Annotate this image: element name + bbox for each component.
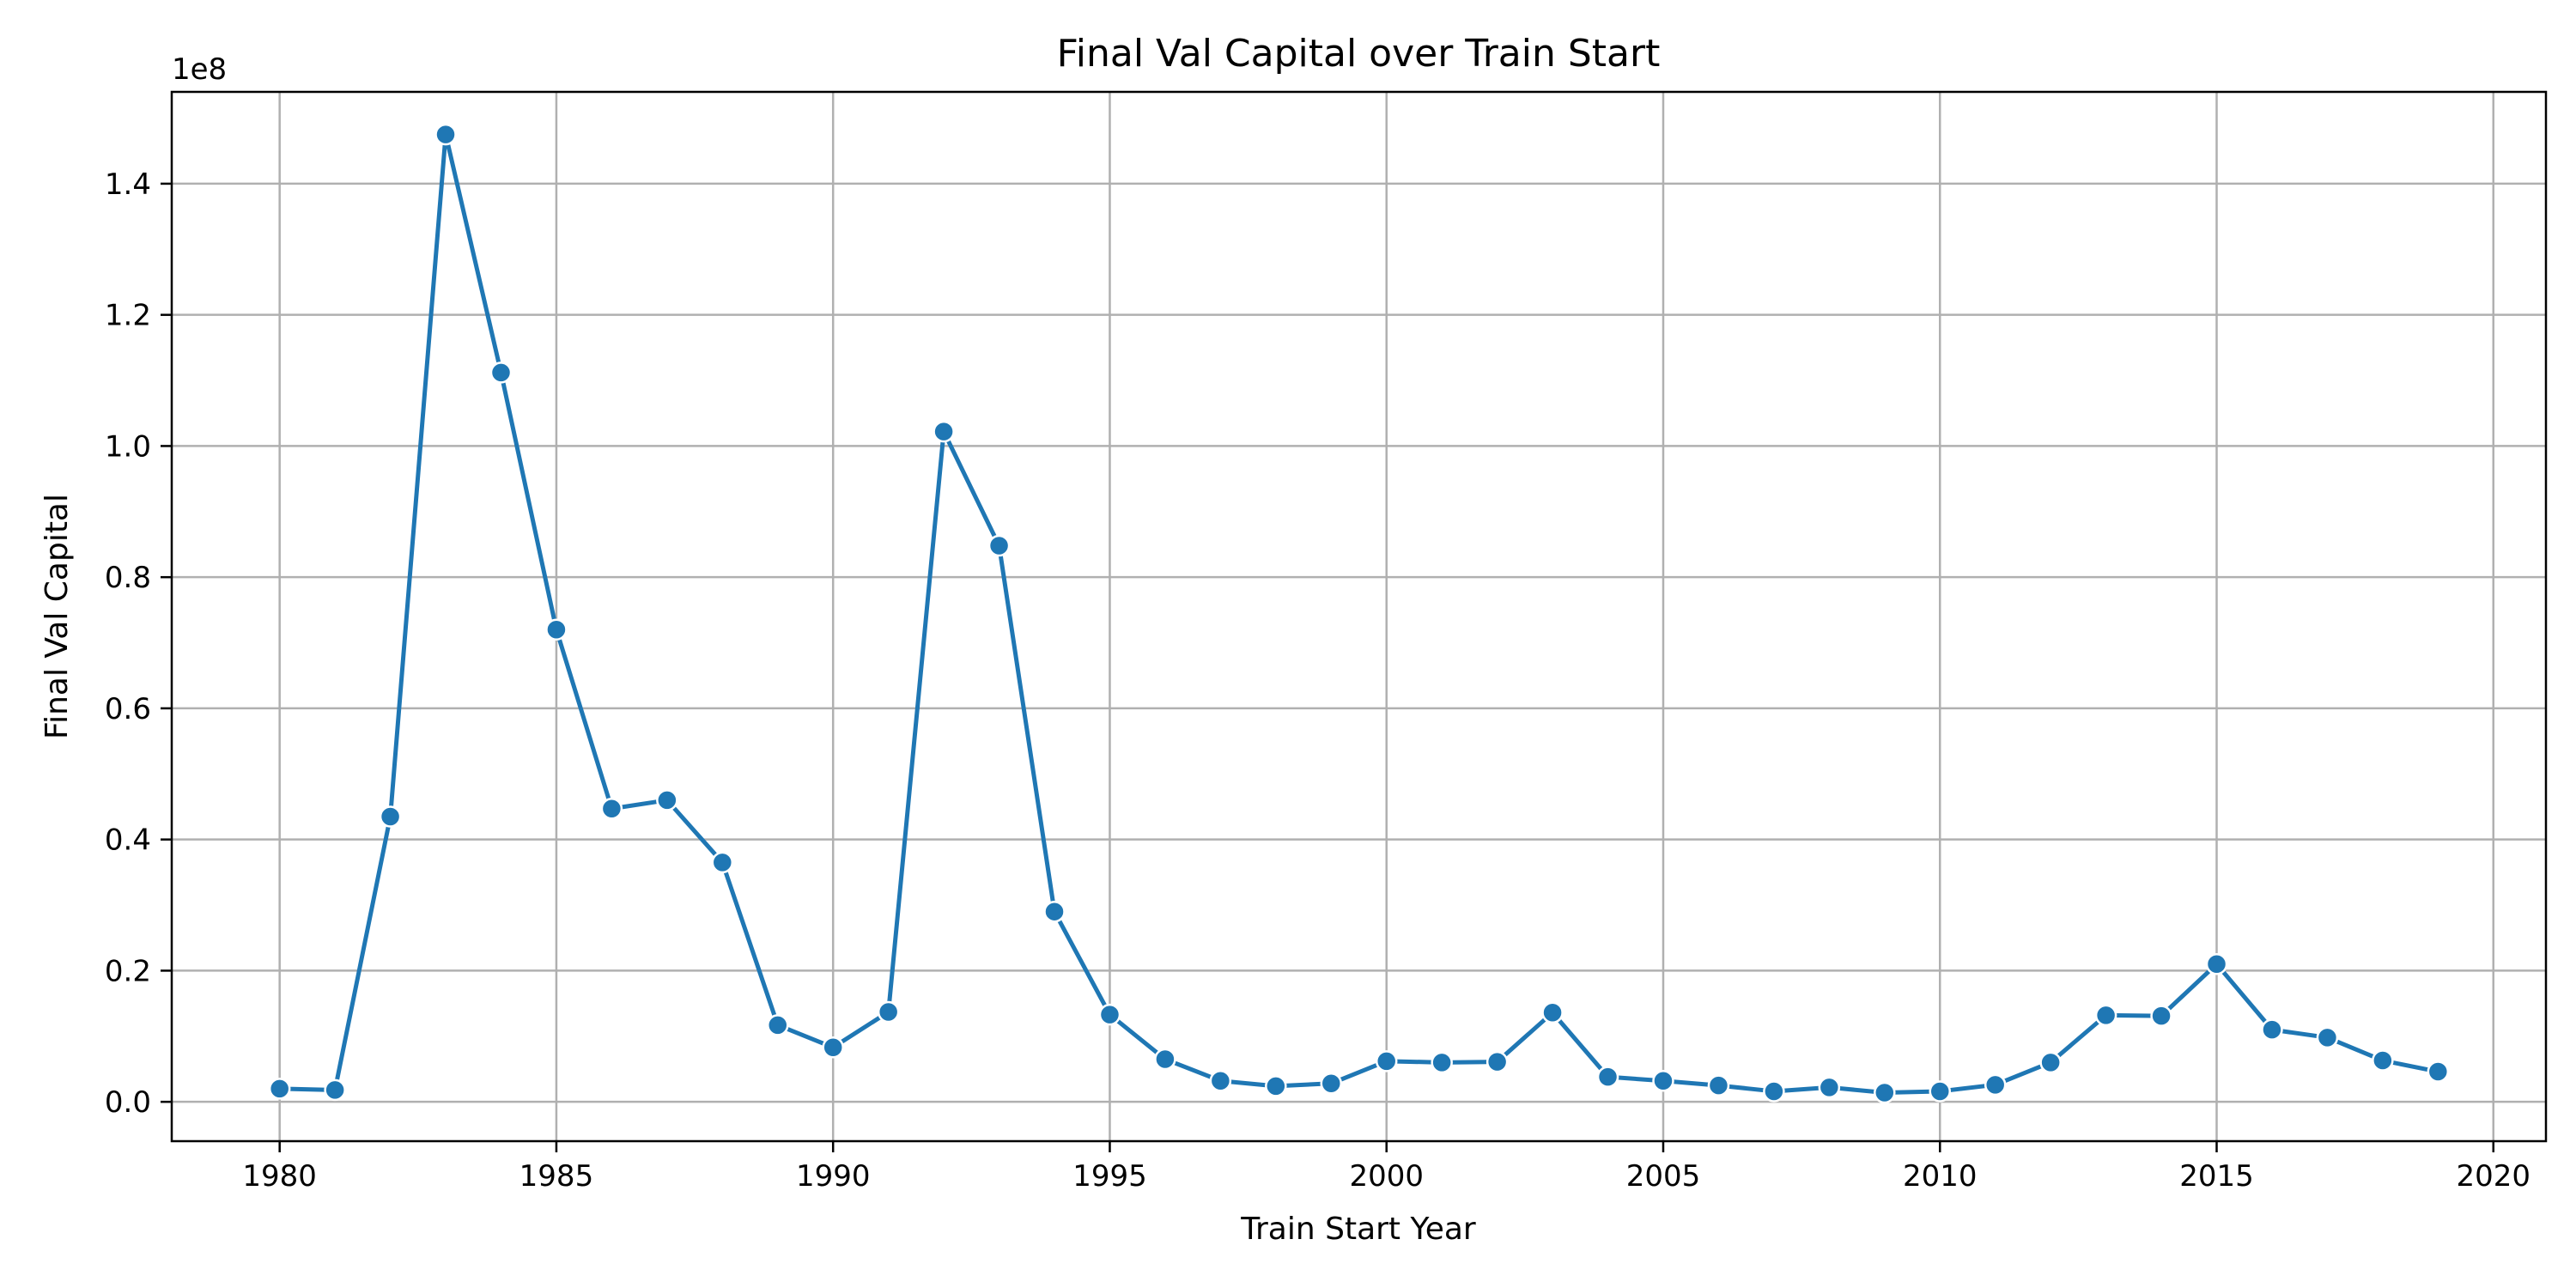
data-point: [1874, 1081, 1896, 1104]
series-line: [279, 132, 2439, 1095]
data-point: [987, 534, 1011, 557]
data-point: [2261, 1018, 2283, 1041]
x-tick-label: 1995: [1072, 1159, 1147, 1194]
data-point: [767, 1014, 789, 1036]
data-point: [268, 1078, 291, 1100]
data-point: [1929, 1080, 1951, 1103]
data-point: [1763, 1080, 1785, 1103]
y-tick-label: 0.4: [105, 823, 151, 858]
data-point: [1818, 1076, 1841, 1099]
data-point-layer: [268, 123, 2450, 1104]
plot-area-frame: [170, 90, 2548, 1143]
data-point: [489, 361, 513, 384]
data-point: [1098, 1003, 1121, 1026]
data-point: [2205, 953, 2228, 975]
x-axis-label: Train Start Year: [1240, 1212, 1476, 1247]
data-point: [1485, 1050, 1509, 1073]
data-point: [1652, 1069, 1674, 1092]
data-point: [2039, 1051, 2062, 1074]
data-point: [2372, 1049, 2394, 1072]
data-point: [1265, 1075, 1287, 1097]
data-point: [434, 123, 457, 146]
y-axis-ticks: 0.0 0.2 0.4 0.6 0.8 1.0 1.2 1.4: [105, 167, 172, 1120]
data-point: [1043, 900, 1066, 923]
data-point: [1320, 1072, 1343, 1095]
data-point: [324, 1078, 346, 1102]
data-point: [656, 789, 678, 811]
x-tick-label: 1990: [796, 1159, 871, 1194]
y-tick-label: 0.0: [105, 1085, 151, 1120]
data-point: [545, 618, 568, 641]
data-point: [822, 1036, 844, 1059]
data-point: [600, 798, 623, 820]
data-point: [877, 1000, 900, 1024]
x-tick-label: 2005: [1626, 1159, 1701, 1194]
data-point: [1596, 1066, 1619, 1088]
data-point: [379, 805, 402, 828]
x-axis-ticks: 1980 1985 1990 1995 2000 2005 2010 2015 2020: [242, 1141, 2530, 1194]
data-point: [1707, 1074, 1730, 1097]
y-tick-label: 1.0: [105, 429, 151, 464]
data-point: [2094, 1004, 2117, 1027]
data-point: [2427, 1060, 2450, 1083]
grid-lines: [172, 92, 2546, 1141]
chart-title: Final Val Capital over Train Start: [1057, 32, 1661, 76]
x-tick-label: 1980: [242, 1159, 317, 1194]
data-point: [1209, 1069, 1232, 1092]
y-tick-label: 1.2: [105, 299, 151, 333]
y-axis-label: Final Val Capital: [39, 494, 75, 739]
data-point: [1431, 1051, 1453, 1074]
y-tick-label: 0.6: [105, 692, 151, 726]
data-point: [1541, 1001, 1564, 1024]
x-tick-label: 2020: [2457, 1159, 2531, 1194]
x-tick-label: 2010: [1903, 1159, 1978, 1194]
x-tick-label: 2000: [1349, 1159, 1424, 1194]
y-tick-label: 0.8: [105, 561, 151, 595]
y-axis-offset-label: 1e8: [172, 52, 227, 87]
data-point: [2150, 1005, 2172, 1027]
series-line-layer: [279, 132, 2439, 1095]
data-point: [1984, 1073, 2007, 1097]
data-point: [933, 420, 955, 443]
x-tick-label: 2015: [2179, 1159, 2254, 1194]
data-point: [711, 851, 734, 874]
y-tick-label: 0.2: [105, 954, 151, 988]
data-point: [2316, 1026, 2339, 1049]
x-tick-label: 1985: [519, 1159, 594, 1194]
data-point: [1375, 1050, 1398, 1072]
data-point: [1154, 1048, 1176, 1071]
y-tick-label: 1.4: [105, 167, 151, 202]
